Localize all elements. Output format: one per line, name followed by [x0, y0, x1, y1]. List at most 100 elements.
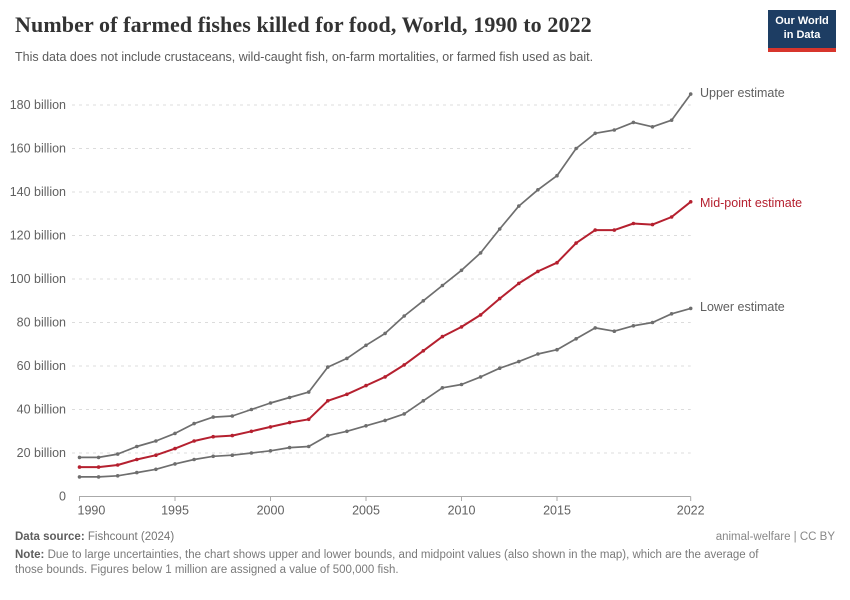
- data-point-marker[interactable]: [383, 375, 387, 379]
- data-point-marker[interactable]: [249, 407, 254, 412]
- data-point-marker[interactable]: [230, 433, 235, 438]
- data-point-marker[interactable]: [688, 200, 693, 204]
- data-point-marker[interactable]: [326, 399, 330, 403]
- data-point-marker[interactable]: [497, 296, 502, 301]
- data-point-marker[interactable]: [154, 467, 158, 472]
- data-point-marker[interactable]: [631, 120, 636, 125]
- data-point-marker[interactable]: [517, 281, 521, 286]
- data-point-marker[interactable]: [173, 462, 177, 466]
- data-point-marker[interactable]: [402, 363, 407, 367]
- data-point-marker[interactable]: [574, 337, 578, 341]
- data-point-marker[interactable]: [211, 415, 215, 419]
- data-point-marker[interactable]: [326, 365, 330, 369]
- data-point-marker[interactable]: [326, 433, 330, 438]
- data-point-marker[interactable]: [364, 424, 368, 428]
- data-point-marker[interactable]: [135, 470, 139, 475]
- data-point-marker[interactable]: [154, 453, 158, 458]
- data-point-marker[interactable]: [612, 128, 617, 132]
- data-point-marker[interactable]: [173, 431, 177, 436]
- data-point-marker[interactable]: [77, 455, 82, 460]
- data-point-marker[interactable]: [669, 118, 674, 122]
- data-point-marker[interactable]: [593, 326, 597, 330]
- data-point-marker[interactable]: [650, 320, 655, 325]
- data-point-marker[interactable]: [364, 383, 368, 388]
- data-point-marker[interactable]: [574, 146, 578, 151]
- data-point-marker[interactable]: [421, 399, 426, 403]
- data-point-marker[interactable]: [230, 453, 235, 458]
- data-point-marker[interactable]: [536, 352, 540, 356]
- data-point-marker[interactable]: [268, 425, 273, 429]
- data-point-marker[interactable]: [345, 392, 349, 397]
- data-point-marker[interactable]: [631, 324, 636, 328]
- data-point-marker[interactable]: [192, 421, 196, 426]
- data-point-marker[interactable]: [459, 268, 464, 273]
- data-point-marker[interactable]: [421, 349, 426, 353]
- data-point-marker[interactable]: [306, 444, 311, 449]
- data-point-marker[interactable]: [478, 375, 483, 379]
- data-point-marker[interactable]: [631, 221, 636, 226]
- data-point-marker[interactable]: [135, 444, 139, 449]
- data-point-marker[interactable]: [287, 445, 292, 450]
- data-point-marker[interactable]: [77, 475, 82, 479]
- data-point-marker[interactable]: [650, 222, 655, 227]
- data-point-marker[interactable]: [230, 414, 235, 418]
- data-point-marker[interactable]: [555, 347, 559, 352]
- data-point-marker[interactable]: [192, 457, 196, 462]
- data-point-marker[interactable]: [669, 312, 674, 316]
- data-point-marker[interactable]: [268, 449, 273, 453]
- data-point-marker[interactable]: [612, 329, 617, 334]
- data-point-marker[interactable]: [383, 331, 387, 336]
- data-point-marker[interactable]: [440, 386, 445, 390]
- data-point-marker[interactable]: [459, 325, 464, 329]
- data-point-marker[interactable]: [688, 92, 693, 96]
- data-point-marker[interactable]: [402, 412, 407, 416]
- data-point-marker[interactable]: [77, 465, 82, 469]
- data-point-marker[interactable]: [211, 454, 215, 459]
- data-point-marker[interactable]: [650, 125, 655, 129]
- data-point-marker[interactable]: [440, 334, 445, 339]
- data-point-marker[interactable]: [440, 283, 445, 288]
- data-point-marker[interactable]: [669, 215, 674, 219]
- data-point-marker[interactable]: [115, 474, 120, 478]
- data-point-marker[interactable]: [364, 343, 368, 348]
- data-point-marker[interactable]: [115, 452, 120, 456]
- data-point-marker[interactable]: [135, 457, 139, 462]
- data-point-marker[interactable]: [574, 241, 578, 245]
- data-point-marker[interactable]: [688, 306, 693, 311]
- data-point-marker[interactable]: [287, 395, 292, 400]
- data-point-marker[interactable]: [593, 228, 597, 232]
- data-point-marker[interactable]: [536, 188, 540, 192]
- data-point-marker[interactable]: [555, 260, 559, 265]
- data-point-marker[interactable]: [306, 390, 311, 394]
- data-point-marker[interactable]: [249, 429, 254, 434]
- data-point-marker[interactable]: [555, 173, 559, 178]
- data-point-marker[interactable]: [478, 313, 483, 317]
- data-point-marker[interactable]: [593, 131, 597, 136]
- data-point-marker[interactable]: [306, 417, 311, 422]
- data-point-marker[interactable]: [154, 439, 158, 443]
- data-point-marker[interactable]: [497, 227, 502, 231]
- data-point-marker[interactable]: [96, 475, 101, 479]
- data-point-marker[interactable]: [96, 465, 101, 469]
- data-point-marker[interactable]: [421, 299, 426, 303]
- data-point-marker[interactable]: [517, 204, 521, 208]
- data-point-marker[interactable]: [497, 366, 502, 371]
- data-point-marker[interactable]: [459, 382, 464, 387]
- data-point-marker[interactable]: [96, 455, 101, 460]
- data-point-marker[interactable]: [268, 401, 273, 405]
- data-point-marker[interactable]: [478, 251, 483, 255]
- data-point-marker[interactable]: [383, 418, 387, 423]
- data-point-marker[interactable]: [517, 359, 521, 364]
- data-point-marker[interactable]: [345, 429, 349, 434]
- data-point-marker[interactable]: [173, 446, 177, 451]
- data-point-marker[interactable]: [287, 420, 292, 425]
- data-point-marker[interactable]: [536, 269, 540, 274]
- data-point-marker[interactable]: [211, 434, 215, 439]
- data-point-marker[interactable]: [249, 451, 254, 455]
- data-point-marker[interactable]: [115, 463, 120, 467]
- data-point-marker[interactable]: [402, 314, 407, 318]
- data-point-marker[interactable]: [192, 439, 196, 443]
- data-point-marker[interactable]: [612, 228, 617, 232]
